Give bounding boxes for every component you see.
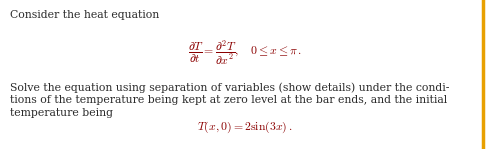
Text: Solve the equation using separation of variables (show details) under the condi-: Solve the equation using separation of v… (10, 82, 448, 93)
Text: temperature being: temperature being (10, 108, 113, 118)
Text: $T(x, 0) = 2\sin(3x)\,.$: $T(x, 0) = 2\sin(3x)\,.$ (197, 120, 292, 135)
Text: $\dfrac{\partial T}{\partial t} = \dfrac{\partial^2 T}{\partial x^2},\quad 0 \le: $\dfrac{\partial T}{\partial t} = \dfrac… (187, 38, 302, 67)
Text: Consider the heat equation: Consider the heat equation (10, 10, 159, 20)
Text: tions of the temperature being kept at zero level at the bar ends, and the initi: tions of the temperature being kept at z… (10, 95, 447, 105)
